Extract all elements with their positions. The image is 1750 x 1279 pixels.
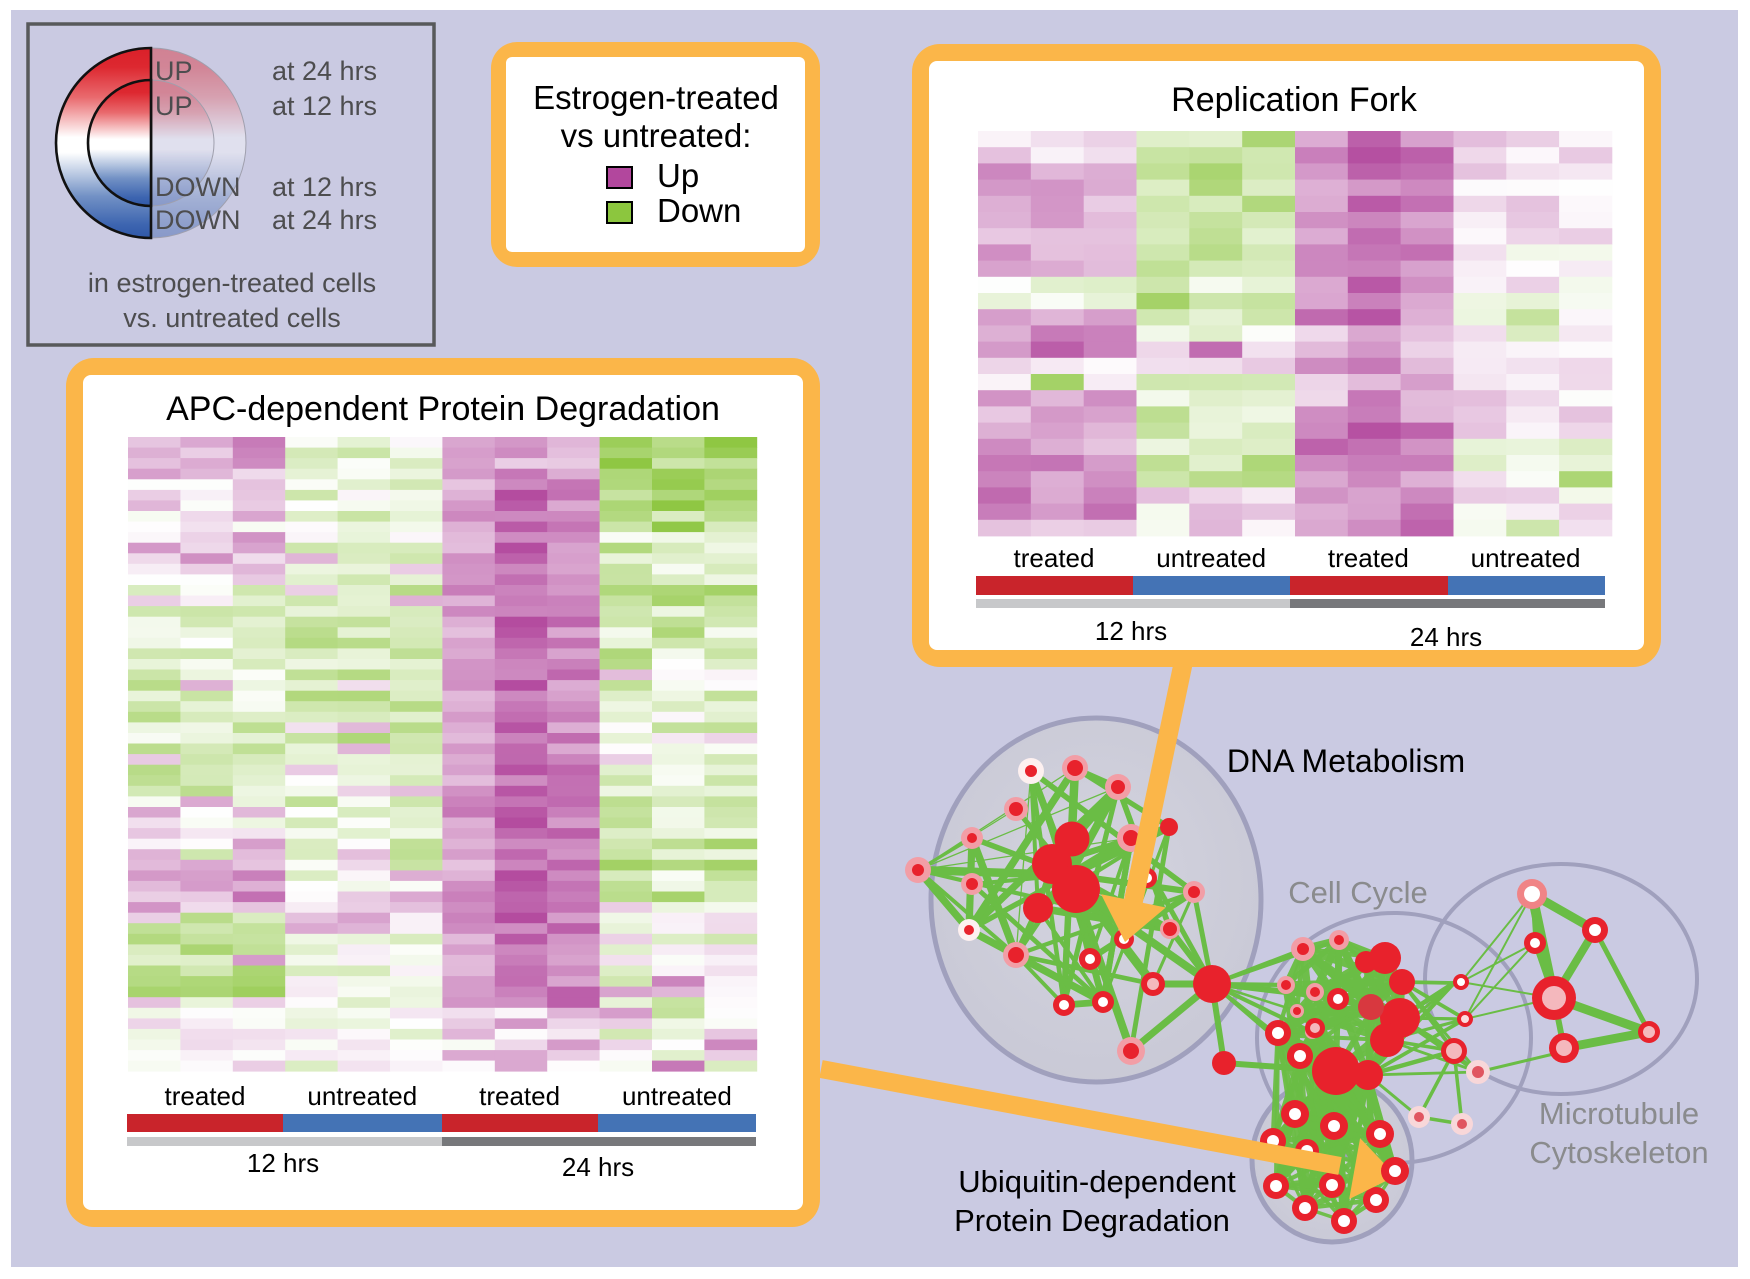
svg-text:in estrogen-treated cells: in estrogen-treated cells <box>88 268 376 298</box>
svg-text:APC-dependent Protein Degradat: APC-dependent Protein Degradation <box>166 390 720 428</box>
svg-text:at 12 hrs: at 12 hrs <box>272 91 377 121</box>
svg-text:treated: treated <box>165 1081 246 1111</box>
svg-text:treated: treated <box>479 1081 560 1111</box>
svg-text:at 12 hrs: at 12 hrs <box>272 172 377 202</box>
svg-text:UP: UP <box>155 91 193 121</box>
svg-text:Microtubule: Microtubule <box>1539 1096 1699 1131</box>
svg-text:Cell Cycle: Cell Cycle <box>1288 875 1428 910</box>
svg-text:Protein Degradation: Protein Degradation <box>954 1203 1230 1238</box>
svg-text:12 hrs: 12 hrs <box>1095 616 1167 646</box>
svg-text:DNA Metabolism: DNA Metabolism <box>1227 743 1465 779</box>
svg-text:vs. untreated cells: vs. untreated cells <box>123 303 341 333</box>
svg-text:DOWN: DOWN <box>155 172 240 202</box>
svg-text:vs untreated:: vs untreated: <box>561 117 752 154</box>
svg-text:untreated: untreated <box>1156 543 1266 573</box>
svg-text:treated: treated <box>1328 543 1409 573</box>
svg-text:UP: UP <box>155 56 193 86</box>
svg-text:at 24 hrs: at 24 hrs <box>272 205 377 235</box>
svg-text:untreated: untreated <box>1471 543 1581 573</box>
svg-text:Replication Fork: Replication Fork <box>1171 81 1418 119</box>
svg-text:untreated: untreated <box>622 1081 732 1111</box>
svg-text:12 hrs: 12 hrs <box>247 1148 319 1178</box>
svg-text:untreated: untreated <box>307 1081 417 1111</box>
svg-text:DOWN: DOWN <box>155 205 240 235</box>
svg-text:at 24 hrs: at 24 hrs <box>272 56 377 86</box>
svg-text:24 hrs: 24 hrs <box>1410 622 1482 652</box>
svg-text:treated: treated <box>1014 543 1095 573</box>
svg-text:Ubiquitin-dependent: Ubiquitin-dependent <box>958 1164 1236 1199</box>
svg-text:Up: Up <box>657 157 699 194</box>
svg-text:Cytoskeleton: Cytoskeleton <box>1529 1135 1708 1170</box>
svg-text:24 hrs: 24 hrs <box>562 1152 634 1182</box>
svg-text:Down: Down <box>657 192 741 229</box>
svg-text:Estrogen-treated: Estrogen-treated <box>533 79 779 116</box>
